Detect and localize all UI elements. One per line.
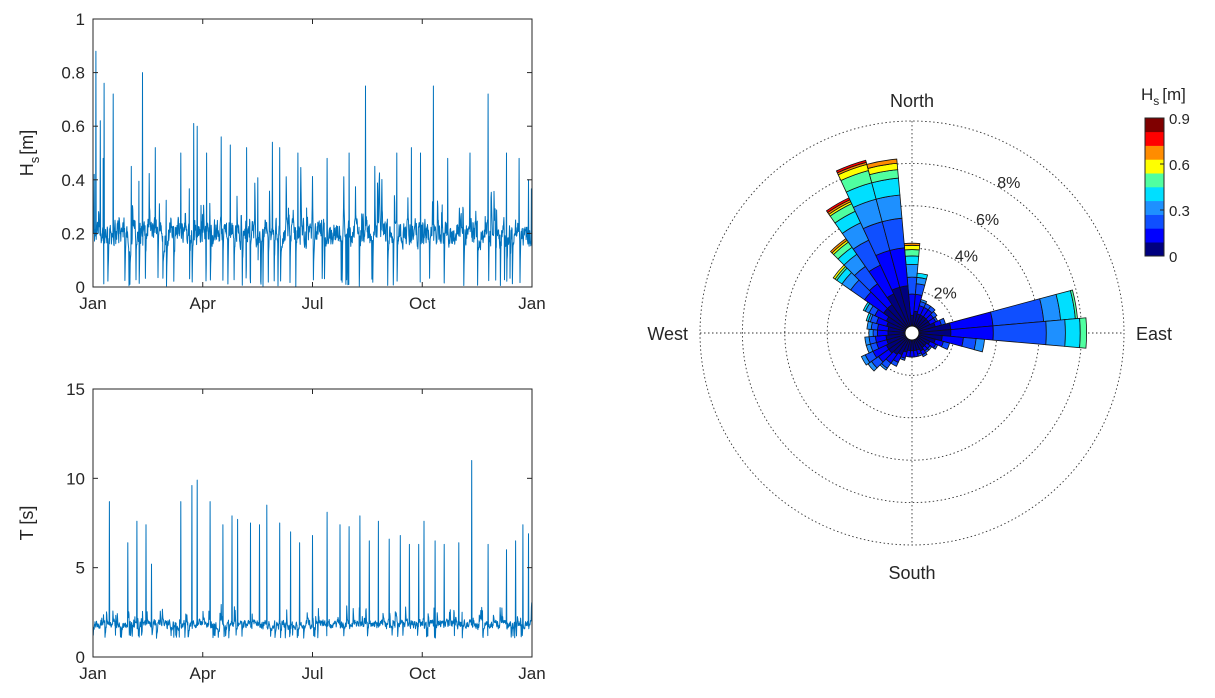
colorbar: 0 0.3 0.6 0.9 Hs [m] — [1141, 85, 1190, 266]
y-axis-label-main: H — [17, 163, 37, 176]
data-series-line — [92, 50, 533, 287]
colorbar-tick-label: 0 — [1169, 249, 1177, 266]
rose-sector — [862, 301, 909, 332]
y-tick-label: 0 — [76, 648, 85, 667]
wave-rose-plot: 2% 4% 6% 8% North South East West — [647, 91, 1172, 583]
y-tick-label: 0.4 — [61, 171, 85, 190]
rose-bin-segment — [1064, 317, 1081, 349]
rose-bin-segment — [868, 328, 874, 338]
y-tick-label: 0 — [76, 278, 85, 297]
colorbar-tick-label: 0.6 — [1169, 157, 1190, 174]
colorbar-swatch — [1145, 228, 1164, 243]
x-tick-label: Jul — [302, 664, 324, 683]
colorbar-title-unit: [m] — [1162, 85, 1186, 104]
rose-sector — [825, 197, 911, 330]
colorbar-swatch — [1145, 214, 1164, 229]
y-axis-label-sub: s — [27, 156, 42, 163]
x-tick-label: Apr — [190, 664, 217, 683]
rose-bin-segment — [919, 299, 928, 305]
x-tick-label: Jul — [302, 294, 324, 313]
radial-ring — [699, 120, 1125, 546]
x-tick-label: Oct — [409, 294, 436, 313]
colorbar-tick-label: 0.3 — [1169, 203, 1190, 220]
rose-bin-segment — [866, 158, 898, 169]
colorbar-swatch — [1145, 187, 1164, 202]
rose-bin-segment — [932, 343, 939, 350]
label-east: East — [1136, 324, 1172, 344]
rose-bin-segment — [905, 264, 919, 278]
colorbar-title-sub: s — [1153, 94, 1159, 108]
y-axis-label: T [s] — [17, 506, 37, 541]
label-north: North — [890, 91, 934, 111]
hs-time-series-plot: 0 0.2 0.4 0.6 0.8 1 Jan Apr Jul Oct Jan Hs[m] — [17, 10, 546, 313]
colorbar-swatch — [1145, 200, 1164, 215]
colorbar-tick-label: 0.9 — [1169, 111, 1190, 128]
rose-bin-segment — [973, 338, 985, 353]
rose-bin-segment — [940, 340, 951, 350]
y-axis-label-main: T [s] — [17, 506, 37, 541]
y-axis-label: Hs[m] — [17, 130, 42, 177]
rose-bin-segment — [914, 283, 926, 296]
colorbar-frame — [1144, 117, 1165, 257]
rose-bin-segment — [835, 159, 867, 174]
label-west: West — [647, 324, 688, 344]
rose-bin-segment — [872, 329, 878, 337]
rose-sector — [866, 158, 912, 329]
y-tick-label: 0.2 — [61, 224, 85, 243]
y-tick-label: 10 — [66, 469, 85, 488]
colorbar-title-main: H — [1141, 85, 1153, 104]
rose-bin-segment — [903, 242, 921, 247]
radial-tick-label: 4% — [955, 249, 978, 266]
rose-bin-segment — [1079, 317, 1088, 349]
rose-sector — [916, 317, 1088, 349]
rose-sector — [835, 159, 912, 329]
colorbar-swatch — [1145, 131, 1164, 146]
rose-center — [904, 325, 920, 341]
y-tick-label: 0.6 — [61, 117, 85, 136]
rose-bin-segment — [864, 336, 871, 346]
colorbar-title: Hs [m] — [1141, 85, 1186, 108]
rose-bin-segment — [904, 249, 920, 257]
colorbar-swatch — [1145, 242, 1164, 257]
x-tick-label: Jan — [79, 294, 106, 313]
x-tick-label: Oct — [409, 664, 436, 683]
rose-bin-segment — [921, 352, 928, 358]
x-tick-label: Jan — [79, 664, 106, 683]
y-tick-label: 5 — [76, 559, 85, 578]
x-tick-label: Apr — [190, 294, 217, 313]
colorbar-swatch — [1145, 173, 1164, 188]
label-south: South — [888, 563, 935, 583]
colorbar-swatch — [1145, 118, 1164, 133]
rose-sector — [903, 242, 921, 329]
data-series-line — [92, 460, 533, 639]
y-tick-label: 15 — [66, 380, 85, 399]
colorbar-swatch — [1145, 145, 1164, 160]
x-tick-label: Jan — [518, 664, 545, 683]
rose-bin-segment — [916, 272, 929, 280]
colorbar-swatch — [1145, 159, 1164, 174]
rose-bin-segment — [961, 337, 977, 351]
y-tick-label: 1 — [76, 10, 85, 29]
rose-bin-segment — [860, 354, 871, 366]
rose-sector — [860, 334, 909, 366]
x-tick-label: Jan — [518, 294, 545, 313]
rose-bin-segment — [903, 244, 921, 251]
period-time-series-plot: 0 5 10 15 Jan Apr Jul Oct Jan T [s] — [17, 380, 546, 683]
y-tick-label: 0.8 — [61, 64, 85, 83]
rose-bin-segment — [904, 255, 920, 266]
radial-tick-label: 8% — [997, 175, 1020, 192]
y-axis-label-unit: [m] — [17, 130, 37, 155]
rose-bin-segment — [1045, 319, 1066, 347]
radial-tick-label: 6% — [976, 212, 999, 229]
radial-tick-label: 2% — [934, 285, 957, 302]
